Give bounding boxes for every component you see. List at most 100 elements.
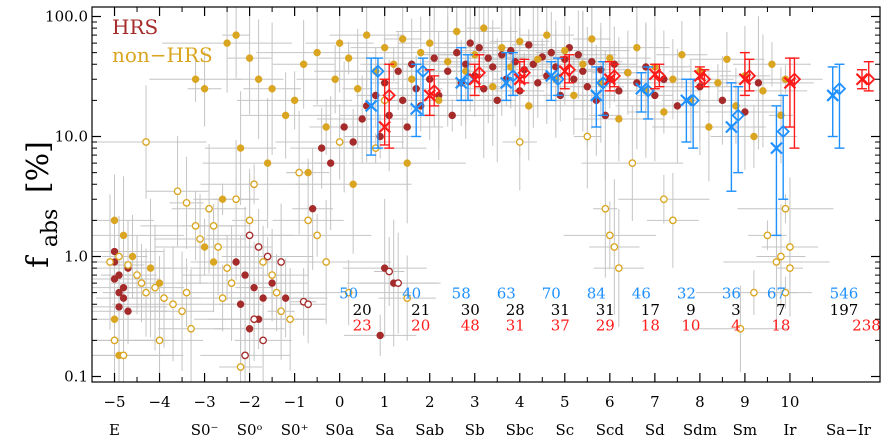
nonhrs-point bbox=[759, 87, 767, 95]
hrs-open-point bbox=[385, 267, 394, 276]
hrs-point bbox=[525, 41, 533, 49]
count-label-red: 31 bbox=[506, 317, 525, 335]
nonhrs-open-point bbox=[182, 288, 191, 297]
nonhrs-open-point bbox=[227, 279, 236, 287]
blue-x-marker bbox=[409, 102, 423, 116]
blue-x-marker bbox=[590, 89, 603, 102]
blue-diamond-marker bbox=[832, 81, 847, 96]
nonhrs-point bbox=[155, 279, 164, 287]
nonhrs-point bbox=[290, 96, 299, 105]
x-tick-type: Sa bbox=[375, 421, 394, 439]
nonhrs-open-point bbox=[250, 180, 258, 189]
nonhrs-point bbox=[353, 85, 362, 93]
hrs-point bbox=[398, 96, 407, 105]
nonhrs-open-point bbox=[750, 288, 758, 297]
count-label-black: 9 bbox=[686, 301, 696, 319]
red-x-marker bbox=[693, 69, 707, 83]
nonhrs-point bbox=[232, 31, 240, 39]
nonhrs-point bbox=[543, 31, 551, 39]
nonhrs-open-point bbox=[173, 187, 182, 196]
nonhrs-point bbox=[705, 123, 713, 131]
nonhrs-point bbox=[349, 180, 357, 188]
hrs-point bbox=[317, 144, 326, 152]
y-label-sub: abs bbox=[38, 209, 63, 248]
blue-x-marker bbox=[770, 141, 783, 155]
hrs-point bbox=[376, 331, 384, 340]
count-label-blue: 84 bbox=[587, 285, 606, 303]
x-tick-number: 6 bbox=[605, 393, 615, 411]
nonhrs-point bbox=[633, 43, 641, 52]
nonhrs-point bbox=[299, 60, 308, 68]
hrs-open-point bbox=[245, 231, 254, 240]
x-tick-number: 0 bbox=[335, 393, 345, 411]
nonhrs-point bbox=[480, 24, 488, 32]
nonhrs-point bbox=[660, 108, 668, 116]
hrs-point bbox=[475, 43, 483, 52]
nonhrs-point bbox=[331, 75, 339, 83]
count-label-red: 4 bbox=[731, 317, 741, 335]
blue-diamond-marker bbox=[506, 69, 520, 83]
red-diamond-marker bbox=[787, 72, 802, 87]
count-label-red: 18 bbox=[641, 317, 660, 335]
hrs-point bbox=[308, 205, 317, 213]
nonhrs-open-point bbox=[277, 307, 285, 316]
nonhrs-open-point bbox=[155, 336, 164, 345]
x-stroke bbox=[378, 120, 391, 134]
hrs-point bbox=[484, 54, 492, 62]
count-label-blue: 58 bbox=[452, 285, 471, 303]
count-label-black: 28 bbox=[506, 301, 525, 319]
red-diamond-marker bbox=[652, 69, 667, 83]
x-tick-type: Sa−Ir bbox=[826, 421, 872, 439]
nonhrs-point bbox=[498, 43, 506, 52]
nonhrs-open-point bbox=[583, 132, 592, 141]
nonhrs-open-point bbox=[781, 288, 790, 297]
nonhrs-point bbox=[128, 252, 137, 261]
nonhrs-point bbox=[200, 243, 209, 251]
nonhrs-open-point bbox=[660, 195, 668, 204]
x-tick-type: Ir bbox=[783, 421, 797, 439]
x-stroke bbox=[680, 94, 693, 107]
nonhrs-open-point bbox=[777, 252, 785, 261]
nonhrs-open-point bbox=[322, 258, 330, 266]
blue-x-marker bbox=[635, 82, 648, 96]
nonhrs-open-point bbox=[786, 243, 794, 251]
nonhrs-point bbox=[245, 54, 254, 62]
x-tick-type: Sd bbox=[645, 421, 665, 439]
red-x-marker bbox=[378, 120, 391, 134]
nonhrs-point bbox=[313, 48, 321, 57]
x-stroke bbox=[783, 76, 797, 90]
x-tick-type: E bbox=[109, 421, 120, 439]
count-label-black: 17 bbox=[641, 301, 660, 319]
hrs-point bbox=[588, 58, 596, 66]
nonhrs-open-point bbox=[142, 288, 150, 297]
binned-medians bbox=[364, 46, 876, 237]
red-x-marker bbox=[423, 89, 436, 102]
nonhrs-point bbox=[209, 258, 218, 266]
hrs-open-point bbox=[254, 243, 263, 251]
x-stroke bbox=[364, 99, 378, 113]
nonhrs-point bbox=[417, 48, 425, 57]
count-label-blue: 50 bbox=[339, 285, 358, 303]
nonhrs-open-point bbox=[245, 216, 254, 225]
nonhrs-open-point bbox=[133, 271, 141, 279]
nonhrs-point bbox=[714, 79, 722, 87]
axes: 0.1 1.0 10.0 100.0 −5 E −4 −3 S0⁻ −2 S0ᵒ −1 S0⁺ 0 S0a 1… bbox=[45, 7, 880, 439]
y-tick-label: 1.0 bbox=[64, 248, 88, 266]
hrs-open-point bbox=[304, 300, 312, 309]
x-tick-type: Scd bbox=[596, 421, 625, 439]
nonhrs-point bbox=[263, 159, 272, 167]
nonhrs-open-point bbox=[209, 222, 218, 230]
hrs-point bbox=[453, 48, 461, 57]
red-x-marker bbox=[738, 72, 752, 86]
grey-error-bars bbox=[92, 7, 834, 382]
nonhrs-point bbox=[588, 35, 596, 43]
blue-x-marker bbox=[499, 76, 513, 90]
legend-hrs: HRS bbox=[112, 15, 158, 39]
hrs-point bbox=[236, 300, 245, 308]
nonhrs-open-point bbox=[781, 204, 790, 213]
x-stroke bbox=[635, 82, 648, 96]
nonhrs-open-point bbox=[286, 315, 294, 324]
x-tick-number: 1 bbox=[380, 393, 390, 411]
x-stroke bbox=[770, 141, 783, 155]
